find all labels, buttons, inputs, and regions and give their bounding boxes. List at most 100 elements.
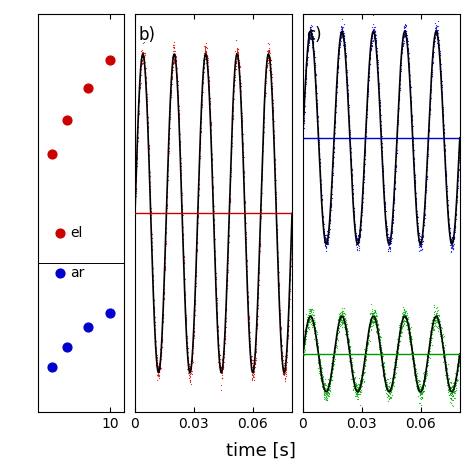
Point (451, 218, 459, 225)
Point (355, 236, 362, 243)
Point (180, 274, 188, 282)
Point (313, 105, 321, 113)
Point (338, 307, 346, 315)
Point (325, 379, 333, 387)
Point (385, 395, 392, 402)
Point (252, 337, 260, 345)
Point (425, 350, 432, 357)
Point (319, 208, 326, 215)
Point (369, 20, 377, 28)
Point (415, 243, 422, 251)
Point (337, 311, 345, 319)
Point (434, 324, 442, 332)
Point (357, 371, 365, 379)
Point (402, 27, 410, 35)
Point (328, 365, 336, 373)
Point (448, 238, 456, 246)
Point (339, 318, 347, 326)
Point (452, 226, 459, 234)
Point (346, 121, 353, 129)
Point (330, 133, 338, 140)
Point (374, 73, 382, 80)
Point (433, 314, 440, 321)
Point (447, 383, 455, 391)
Point (152, 337, 160, 345)
Point (208, 137, 215, 145)
Point (430, 33, 438, 40)
Point (187, 380, 194, 388)
Point (241, 214, 249, 222)
Point (236, 73, 244, 80)
Point (218, 374, 226, 382)
Point (169, 63, 177, 71)
Point (447, 378, 455, 386)
Point (370, 311, 378, 319)
Point (137, 73, 144, 80)
Point (409, 126, 416, 134)
Point (376, 102, 383, 109)
Point (210, 217, 218, 224)
Point (407, 332, 415, 340)
Point (371, 27, 379, 35)
Point (437, 67, 445, 74)
Point (349, 203, 357, 211)
Point (259, 155, 266, 163)
Point (406, 335, 414, 342)
Point (419, 385, 427, 393)
Point (301, 81, 309, 88)
Point (439, 342, 447, 350)
Point (163, 188, 171, 196)
Point (401, 32, 409, 39)
Point (332, 332, 340, 339)
Point (429, 43, 437, 51)
Point (338, 310, 346, 318)
Point (381, 199, 388, 206)
Point (443, 366, 450, 374)
Point (345, 101, 352, 109)
Point (385, 236, 392, 243)
Point (274, 270, 282, 277)
Point (372, 45, 380, 53)
Point (372, 39, 380, 46)
Point (301, 339, 309, 347)
Point (300, 348, 307, 356)
Point (310, 319, 317, 326)
Point (236, 62, 243, 70)
Point (317, 194, 325, 201)
Point (168, 68, 175, 76)
Point (284, 334, 292, 342)
Point (207, 118, 215, 126)
Point (422, 370, 429, 377)
Point (171, 39, 178, 46)
Point (222, 332, 229, 340)
Point (175, 125, 183, 132)
Point (424, 133, 432, 141)
Point (314, 344, 321, 352)
Point (283, 351, 291, 358)
Point (376, 345, 383, 353)
Point (228, 107, 236, 114)
Point (303, 49, 311, 56)
Point (404, 321, 411, 328)
Point (213, 296, 220, 303)
Point (375, 82, 383, 90)
Point (381, 197, 388, 204)
Point (383, 223, 390, 230)
Point (336, 41, 343, 49)
Point (177, 166, 184, 173)
Point (440, 121, 447, 128)
Point (442, 369, 450, 377)
Point (180, 255, 187, 263)
Point (338, 29, 346, 36)
Point (409, 133, 416, 140)
Point (407, 99, 415, 106)
Point (359, 195, 366, 202)
Point (228, 114, 236, 121)
Point (384, 386, 392, 394)
Point (452, 384, 460, 392)
Point (151, 313, 159, 320)
Point (384, 247, 392, 255)
Point (322, 393, 330, 401)
Point (404, 51, 412, 58)
Point (438, 338, 446, 346)
